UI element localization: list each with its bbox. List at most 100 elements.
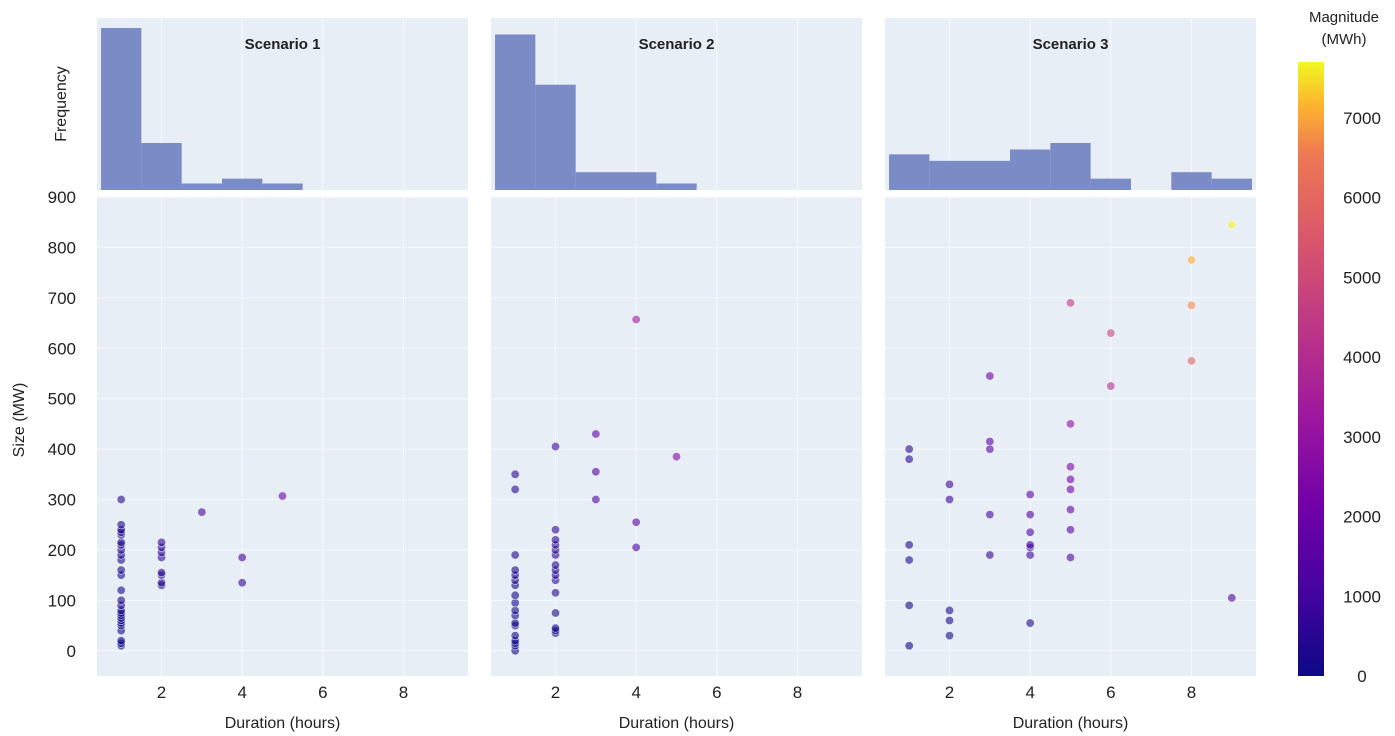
y-axis-label: Size (MW) bbox=[11, 383, 28, 458]
colorbar-tick-label: 2000 bbox=[1343, 508, 1381, 527]
data-point bbox=[1066, 525, 1076, 535]
data-point bbox=[510, 484, 520, 494]
data-point bbox=[1186, 300, 1196, 310]
data-point bbox=[157, 568, 167, 578]
data-point bbox=[510, 590, 520, 600]
data-point bbox=[631, 542, 641, 552]
data-point bbox=[277, 491, 287, 501]
data-point bbox=[551, 442, 561, 452]
hist-bar bbox=[495, 34, 536, 191]
data-point bbox=[631, 517, 641, 527]
x-axis-label: Duration (hours) bbox=[225, 715, 341, 732]
data-point bbox=[904, 555, 914, 565]
y-tick-label: 900 bbox=[48, 188, 76, 207]
data-point bbox=[551, 535, 561, 545]
colorbar-title-line1: Magnitude bbox=[1309, 9, 1379, 26]
hist-bar bbox=[535, 84, 576, 190]
hist-bar bbox=[656, 183, 697, 190]
x-tick-label: 6 bbox=[318, 683, 327, 702]
x-tick-label: 8 bbox=[793, 683, 802, 702]
x-axis-label: Duration (hours) bbox=[619, 715, 735, 732]
data-point bbox=[157, 578, 167, 588]
data-point bbox=[1106, 328, 1116, 338]
hist-bar bbox=[101, 28, 142, 190]
x-tick-label: 8 bbox=[399, 683, 408, 702]
data-point bbox=[510, 631, 520, 641]
hist-bar bbox=[1050, 143, 1091, 190]
data-point bbox=[591, 429, 601, 439]
x-tick-label: 4 bbox=[237, 683, 246, 702]
colorbar-tick-label: 3000 bbox=[1343, 428, 1381, 447]
x-tick-label: 2 bbox=[551, 683, 560, 702]
data-point bbox=[116, 565, 126, 575]
data-point bbox=[510, 618, 520, 628]
colorbar-gradient bbox=[1298, 62, 1324, 676]
data-point bbox=[510, 605, 520, 615]
hist-bar bbox=[1010, 149, 1051, 190]
x-tick-label: 4 bbox=[631, 683, 640, 702]
x-tick-label: 4 bbox=[1025, 683, 1034, 702]
data-point bbox=[904, 444, 914, 454]
hist-bar bbox=[1090, 178, 1131, 190]
data-point bbox=[1227, 220, 1237, 230]
colorbar-tick-label: 1000 bbox=[1343, 587, 1381, 606]
data-point bbox=[1066, 553, 1076, 563]
panel-title: Scenario 1 bbox=[245, 36, 321, 53]
hist-bar bbox=[929, 160, 1011, 190]
data-point bbox=[985, 510, 995, 520]
y-tick-label: 500 bbox=[48, 390, 76, 409]
colorbar-ticks: 0 1000 2000 3000 4000 5000 6000 7000 bbox=[1343, 109, 1381, 686]
hist-bar bbox=[1171, 172, 1212, 190]
data-point bbox=[1066, 419, 1076, 429]
data-point bbox=[1025, 489, 1035, 499]
data-point bbox=[631, 315, 641, 325]
hist-bar bbox=[575, 172, 657, 190]
data-point bbox=[1066, 505, 1076, 515]
data-point bbox=[551, 525, 561, 535]
data-point bbox=[904, 454, 914, 464]
hist-bar bbox=[141, 143, 182, 190]
panel-2: Scenario 2 2 4 6 8 Duration (hours) bbox=[491, 18, 862, 732]
data-point bbox=[985, 444, 995, 454]
y-tick-label: 100 bbox=[48, 591, 76, 610]
data-point bbox=[904, 600, 914, 610]
y-tick-label: 300 bbox=[48, 491, 76, 510]
hist-bar bbox=[1211, 178, 1252, 190]
y-tick-label: 0 bbox=[67, 642, 76, 661]
x-tick-label: 6 bbox=[712, 683, 721, 702]
hist-bar bbox=[222, 178, 263, 190]
data-point bbox=[591, 467, 601, 477]
y-tick-label: 200 bbox=[48, 541, 76, 560]
panel-title: Scenario 3 bbox=[1033, 36, 1109, 53]
y-tick-label: 700 bbox=[48, 289, 76, 308]
data-point bbox=[1025, 540, 1035, 550]
data-point bbox=[237, 578, 247, 588]
data-point bbox=[985, 371, 995, 381]
data-point bbox=[551, 608, 561, 618]
data-point bbox=[1066, 474, 1076, 484]
panel-1: Scenario 1 2 4 6 8 Duration (hours) bbox=[97, 18, 468, 732]
data-point bbox=[1025, 618, 1035, 628]
x-tick-label: 2 bbox=[945, 683, 954, 702]
y-tick-label: 600 bbox=[48, 339, 76, 358]
data-point bbox=[945, 605, 955, 615]
data-point bbox=[945, 631, 955, 641]
x-axis-label: Duration (hours) bbox=[1013, 715, 1129, 732]
data-point bbox=[945, 616, 955, 626]
data-point bbox=[510, 550, 520, 560]
colorbar-tick-label: 0 bbox=[1357, 667, 1366, 686]
colorbar-tick-label: 5000 bbox=[1343, 268, 1381, 287]
data-point bbox=[904, 641, 914, 651]
data-point bbox=[551, 560, 561, 570]
data-point bbox=[1025, 510, 1035, 520]
colorbar-tick-label: 6000 bbox=[1343, 189, 1381, 208]
colorbar-tick-label: 4000 bbox=[1343, 348, 1381, 367]
data-point bbox=[157, 537, 167, 547]
colorbar-tick-label: 7000 bbox=[1343, 109, 1381, 128]
data-point bbox=[116, 585, 126, 595]
panel-title: Scenario 2 bbox=[639, 36, 715, 53]
colorbar: Magnitude (MWh) 0 1000 2000 3000 4000 5000 600… bbox=[1298, 9, 1381, 686]
data-point bbox=[237, 553, 247, 563]
y-tick-label: 400 bbox=[48, 440, 76, 459]
